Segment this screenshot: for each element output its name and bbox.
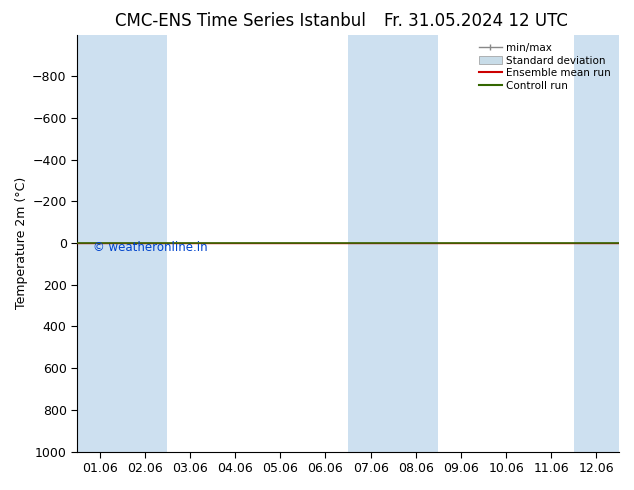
- Bar: [574, 35, 619, 452]
- Text: Fr. 31.05.2024 12 UTC: Fr. 31.05.2024 12 UTC: [384, 12, 567, 30]
- Legend: min/max, Standard deviation, Ensemble mean run, Controll run: min/max, Standard deviation, Ensemble me…: [476, 40, 614, 94]
- Y-axis label: Temperature 2m (°C): Temperature 2m (°C): [15, 177, 28, 309]
- Text: CMC-ENS Time Series Istanbul: CMC-ENS Time Series Istanbul: [115, 12, 366, 30]
- Bar: [348, 35, 393, 452]
- Bar: [77, 35, 122, 452]
- Bar: [122, 35, 167, 452]
- Text: © weatheronline.in: © weatheronline.in: [93, 241, 208, 254]
- Bar: [393, 35, 438, 452]
